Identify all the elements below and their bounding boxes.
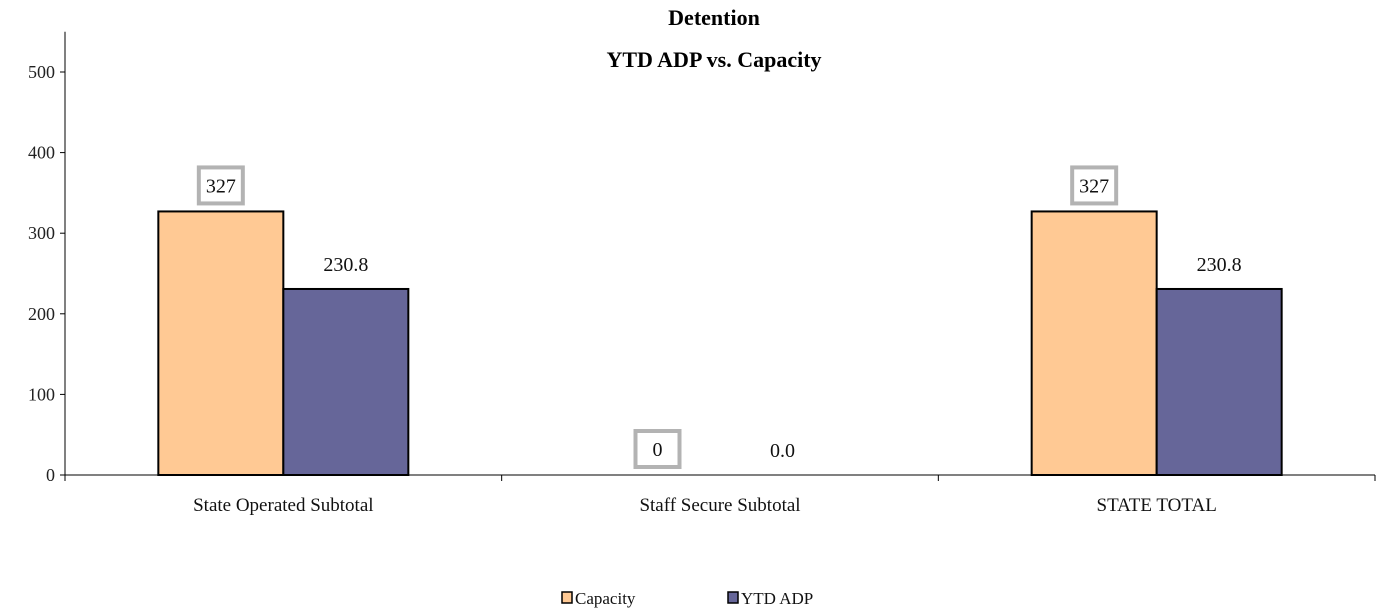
bar-capacity	[1030, 210, 1158, 477]
bar-ytd-adp	[1155, 287, 1283, 476]
data-label: 230.8	[1197, 254, 1242, 276]
legend-label: YTD ADP	[741, 589, 813, 608]
data-label-box	[1070, 165, 1119, 206]
data-labels: 327 230.8 0 0.0 327 230.8	[196, 165, 1242, 469]
chart-title-line-1: Detention	[668, 5, 760, 30]
y-tick-label: 400	[28, 143, 55, 163]
y-tick-label: 500	[28, 62, 55, 82]
x-category-label: STATE TOTAL	[1097, 495, 1217, 516]
data-label: 327	[1079, 175, 1109, 197]
x-category-label: State Operated Subtotal	[193, 495, 373, 516]
bar-ytd-adp	[282, 287, 410, 476]
y-tick-label: 100	[28, 384, 55, 404]
data-label: 230.8	[323, 254, 368, 276]
data-label-box	[633, 429, 682, 469]
x-axis: State Operated Subtotal Staff Secure Subt…	[64, 474, 1376, 516]
legend-swatch-capacity	[561, 591, 573, 604]
y-axis: 0 100 200 300 400 500	[28, 31, 66, 485]
data-label: 0.0	[770, 440, 795, 462]
data-label: 0	[653, 439, 663, 461]
y-tick-label: 200	[28, 304, 55, 324]
bars	[157, 210, 1283, 477]
y-tick-label: 0	[46, 465, 55, 485]
bar-capacity	[157, 210, 285, 477]
chart-title: Detention YTD ADP vs. Capacity	[606, 5, 821, 72]
legend-swatch-ytd-adp	[727, 591, 739, 604]
data-label-box	[196, 165, 245, 206]
chart-title-line-2: YTD ADP vs. Capacity	[606, 47, 821, 72]
y-tick-label: 300	[28, 223, 55, 243]
legend: Capacity YTD ADP	[561, 589, 813, 608]
data-label: 327	[206, 175, 236, 197]
x-category-label: Staff Secure Subtotal	[639, 495, 800, 516]
legend-label: Capacity	[575, 589, 636, 608]
